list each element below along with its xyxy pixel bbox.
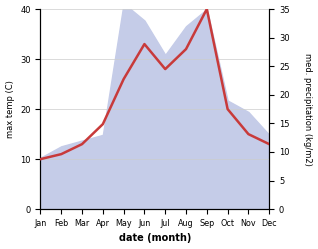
Y-axis label: med. precipitation (kg/m2): med. precipitation (kg/m2) xyxy=(303,53,313,166)
Y-axis label: max temp (C): max temp (C) xyxy=(5,80,15,138)
X-axis label: date (month): date (month) xyxy=(119,234,191,244)
